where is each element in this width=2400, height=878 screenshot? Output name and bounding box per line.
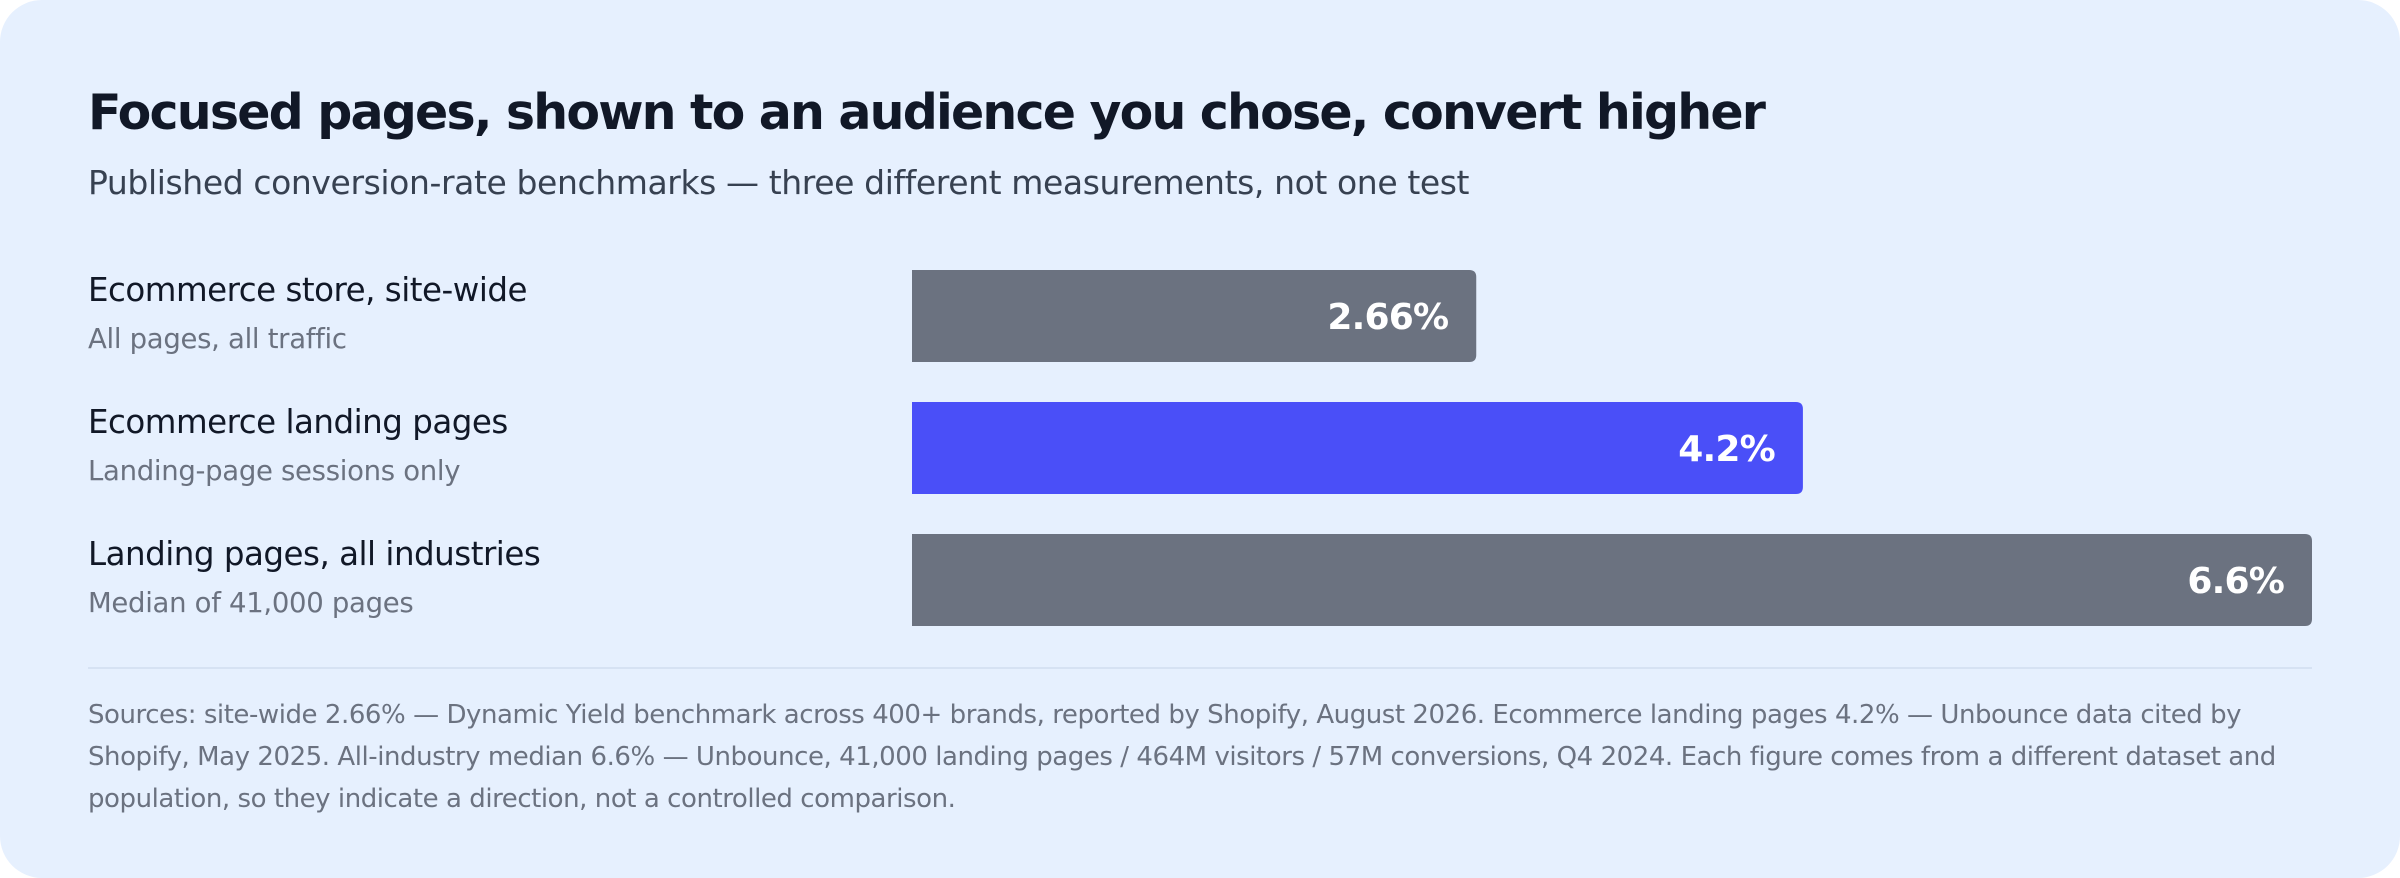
- row-sublabel-landing-pages-all-industries: Median of 41,000 pages: [88, 587, 414, 619]
- value-label-ecommerce-store-site-wide: 2.66%: [1327, 297, 1448, 338]
- bar-ecommerce-store-site-wide: [912, 270, 1477, 362]
- row-label-landing-pages-all-industries: Landing pages, all industries: [88, 535, 541, 573]
- chart-subtitle: Published conversion-rate benchmarks — t…: [88, 163, 1470, 202]
- row-sublabel-ecommerce-site-wide: All pages, all traffic: [88, 323, 347, 355]
- sources-note: Sources: site-wide 2.66% — Dynamic Yield…: [88, 700, 2276, 814]
- row-sublabel-ecommerce-landing-pages: Landing-page sessions only: [88, 455, 461, 487]
- row-label-ecommerce-site-wide: Ecommerce store, site-wide: [88, 271, 527, 309]
- bar-ecommerce-landing-pages: [912, 402, 1803, 494]
- divider: [88, 667, 2312, 669]
- chart-title: Focused pages, shown to an audience you …: [88, 84, 1766, 141]
- value-label-ecommerce-landing-pages: 4.2%: [1678, 429, 1775, 470]
- value-label-landing-pages-all-industries: 6.6%: [2187, 561, 2284, 602]
- row-label-ecommerce-landing-pages: Ecommerce landing pages: [88, 403, 508, 441]
- bar-landing-pages-all-industries: [912, 534, 2312, 626]
